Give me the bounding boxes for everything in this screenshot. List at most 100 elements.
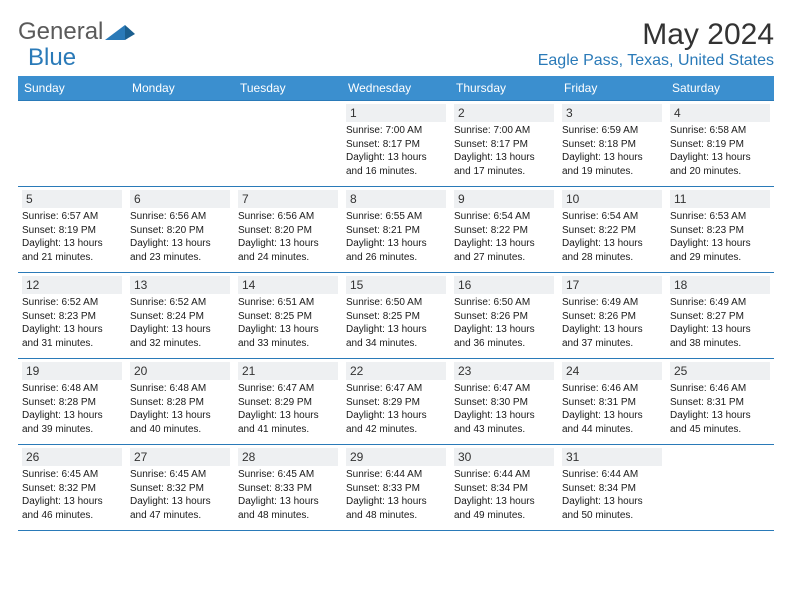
day-number: 5 — [22, 190, 122, 208]
logo-text-1: General — [18, 18, 103, 46]
day-header: Sunday — [18, 76, 126, 101]
day-cell: 23 Sunrise: 6:47 AMSunset: 8:30 PMDayligh… — [450, 359, 558, 445]
day-header: Saturday — [666, 76, 774, 101]
day-number: 13 — [130, 276, 230, 294]
day-number: 27 — [130, 448, 230, 466]
day-number: 20 — [130, 362, 230, 380]
day-info: Sunrise: 7:00 AMSunset: 8:17 PMDaylight:… — [346, 124, 446, 178]
week-row: 5 Sunrise: 6:57 AMSunset: 8:19 PMDaylight… — [18, 187, 774, 273]
day-cell: 30 Sunrise: 6:44 AMSunset: 8:34 PMDayligh… — [450, 445, 558, 531]
day-number: 18 — [670, 276, 770, 294]
day-cell: 5 Sunrise: 6:57 AMSunset: 8:19 PMDaylight… — [18, 187, 126, 273]
day-info: Sunrise: 6:55 AMSunset: 8:21 PMDaylight:… — [346, 210, 446, 264]
day-info: Sunrise: 6:45 AMSunset: 8:32 PMDaylight:… — [130, 468, 230, 522]
week-row: 12 Sunrise: 6:52 AMSunset: 8:23 PMDayligh… — [18, 273, 774, 359]
day-cell: 31 Sunrise: 6:44 AMSunset: 8:34 PMDayligh… — [558, 445, 666, 531]
day-number: 9 — [454, 190, 554, 208]
day-cell: 17 Sunrise: 6:49 AMSunset: 8:26 PMDayligh… — [558, 273, 666, 359]
day-info: Sunrise: 6:45 AMSunset: 8:32 PMDaylight:… — [22, 468, 122, 522]
day-header: Thursday — [450, 76, 558, 101]
day-number: 25 — [670, 362, 770, 380]
day-info: Sunrise: 6:57 AMSunset: 8:19 PMDaylight:… — [22, 210, 122, 264]
day-info: Sunrise: 6:45 AMSunset: 8:33 PMDaylight:… — [238, 468, 338, 522]
day-number: 23 — [454, 362, 554, 380]
day-number: 6 — [130, 190, 230, 208]
day-info: Sunrise: 6:50 AMSunset: 8:26 PMDaylight:… — [454, 296, 554, 350]
day-cell: 21 Sunrise: 6:47 AMSunset: 8:29 PMDayligh… — [234, 359, 342, 445]
day-cell: 2 Sunrise: 7:00 AMSunset: 8:17 PMDaylight… — [450, 101, 558, 187]
location: Eagle Pass, Texas, United States — [538, 52, 774, 70]
day-cell: 6 Sunrise: 6:56 AMSunset: 8:20 PMDaylight… — [126, 187, 234, 273]
week-row: 1 Sunrise: 7:00 AMSunset: 8:17 PMDaylight… — [18, 101, 774, 187]
header: General May 2024 Eagle Pass, Texas, Unit… — [18, 18, 774, 70]
day-cell — [234, 101, 342, 187]
day-number: 11 — [670, 190, 770, 208]
day-cell: 29 Sunrise: 6:44 AMSunset: 8:33 PMDayligh… — [342, 445, 450, 531]
day-number: 12 — [22, 276, 122, 294]
month-title: May 2024 — [538, 18, 774, 52]
day-cell: 26 Sunrise: 6:45 AMSunset: 8:32 PMDayligh… — [18, 445, 126, 531]
day-number: 26 — [22, 448, 122, 466]
day-number: 17 — [562, 276, 662, 294]
day-info: Sunrise: 6:46 AMSunset: 8:31 PMDaylight:… — [670, 382, 770, 436]
calendar: SundayMondayTuesdayWednesdayThursdayFrid… — [18, 76, 774, 531]
day-number: 28 — [238, 448, 338, 466]
day-cell: 9 Sunrise: 6:54 AMSunset: 8:22 PMDaylight… — [450, 187, 558, 273]
day-info: Sunrise: 6:52 AMSunset: 8:23 PMDaylight:… — [22, 296, 122, 350]
day-header-row: SundayMondayTuesdayWednesdayThursdayFrid… — [18, 76, 774, 101]
day-cell — [18, 101, 126, 187]
day-info: Sunrise: 6:44 AMSunset: 8:33 PMDaylight:… — [346, 468, 446, 522]
day-info: Sunrise: 6:44 AMSunset: 8:34 PMDaylight:… — [454, 468, 554, 522]
day-number: 14 — [238, 276, 338, 294]
day-number: 31 — [562, 448, 662, 466]
day-number: 29 — [346, 448, 446, 466]
day-cell: 8Sunrise: 6:55 AMSunset: 8:21 PMDaylight… — [342, 187, 450, 273]
day-number: 19 — [22, 362, 122, 380]
day-header: Monday — [126, 76, 234, 101]
day-number: 2 — [454, 104, 554, 122]
day-cell: 18 Sunrise: 6:49 AMSunset: 8:27 PMDayligh… — [666, 273, 774, 359]
day-number: 7 — [238, 190, 338, 208]
day-info: Sunrise: 6:47 AMSunset: 8:30 PMDaylight:… — [454, 382, 554, 436]
day-cell — [666, 445, 774, 531]
day-info: Sunrise: 6:56 AMSunset: 8:20 PMDaylight:… — [238, 210, 338, 264]
day-number: 15 — [346, 276, 446, 294]
day-number: 21 — [238, 362, 338, 380]
logo-mark-icon — [105, 22, 135, 42]
day-info: Sunrise: 6:58 AMSunset: 8:19 PMDaylight:… — [670, 124, 770, 178]
day-number: 1 — [346, 104, 446, 122]
day-cell: 24Sunrise: 6:46 AMSunset: 8:31 PMDayligh… — [558, 359, 666, 445]
day-header: Friday — [558, 76, 666, 101]
day-info: Sunrise: 6:47 AMSunset: 8:29 PMDaylight:… — [238, 382, 338, 436]
day-cell: 20Sunrise: 6:48 AMSunset: 8:28 PMDayligh… — [126, 359, 234, 445]
day-info: Sunrise: 7:00 AMSunset: 8:17 PMDaylight:… — [454, 124, 554, 178]
day-cell: 27 Sunrise: 6:45 AMSunset: 8:32 PMDayligh… — [126, 445, 234, 531]
day-info: Sunrise: 6:47 AMSunset: 8:29 PMDaylight:… — [346, 382, 446, 436]
day-cell: 22 Sunrise: 6:47 AMSunset: 8:29 PMDayligh… — [342, 359, 450, 445]
day-info: Sunrise: 6:49 AMSunset: 8:27 PMDaylight:… — [670, 296, 770, 350]
day-number: 16 — [454, 276, 554, 294]
day-cell: 1 Sunrise: 7:00 AMSunset: 8:17 PMDaylight… — [342, 101, 450, 187]
day-cell — [126, 101, 234, 187]
day-header: Wednesday — [342, 76, 450, 101]
day-info: Sunrise: 6:54 AMSunset: 8:22 PMDaylight:… — [562, 210, 662, 264]
day-info: Sunrise: 6:49 AMSunset: 8:26 PMDaylight:… — [562, 296, 662, 350]
week-row: 26 Sunrise: 6:45 AMSunset: 8:32 PMDayligh… — [18, 445, 774, 531]
day-info: Sunrise: 6:48 AMSunset: 8:28 PMDaylight:… — [22, 382, 122, 436]
day-info: Sunrise: 6:54 AMSunset: 8:22 PMDaylight:… — [454, 210, 554, 264]
day-info: Sunrise: 6:59 AMSunset: 8:18 PMDaylight:… — [562, 124, 662, 178]
day-cell: 10 Sunrise: 6:54 AMSunset: 8:22 PMDayligh… — [558, 187, 666, 273]
title-block: May 2024 Eagle Pass, Texas, United State… — [538, 18, 774, 70]
logo-text-2: Blue — [28, 44, 76, 72]
day-number: 22 — [346, 362, 446, 380]
day-cell: 4Sunrise: 6:58 AMSunset: 8:19 PMDaylight… — [666, 101, 774, 187]
day-number: 10 — [562, 190, 662, 208]
week-row: 19 Sunrise: 6:48 AMSunset: 8:28 PMDayligh… — [18, 359, 774, 445]
day-info: Sunrise: 6:44 AMSunset: 8:34 PMDaylight:… — [562, 468, 662, 522]
day-cell: 3Sunrise: 6:59 AMSunset: 8:18 PMDaylight… — [558, 101, 666, 187]
day-number: 30 — [454, 448, 554, 466]
day-info: Sunrise: 6:51 AMSunset: 8:25 PMDaylight:… — [238, 296, 338, 350]
day-cell: 12 Sunrise: 6:52 AMSunset: 8:23 PMDayligh… — [18, 273, 126, 359]
day-info: Sunrise: 6:56 AMSunset: 8:20 PMDaylight:… — [130, 210, 230, 264]
day-info: Sunrise: 6:52 AMSunset: 8:24 PMDaylight:… — [130, 296, 230, 350]
